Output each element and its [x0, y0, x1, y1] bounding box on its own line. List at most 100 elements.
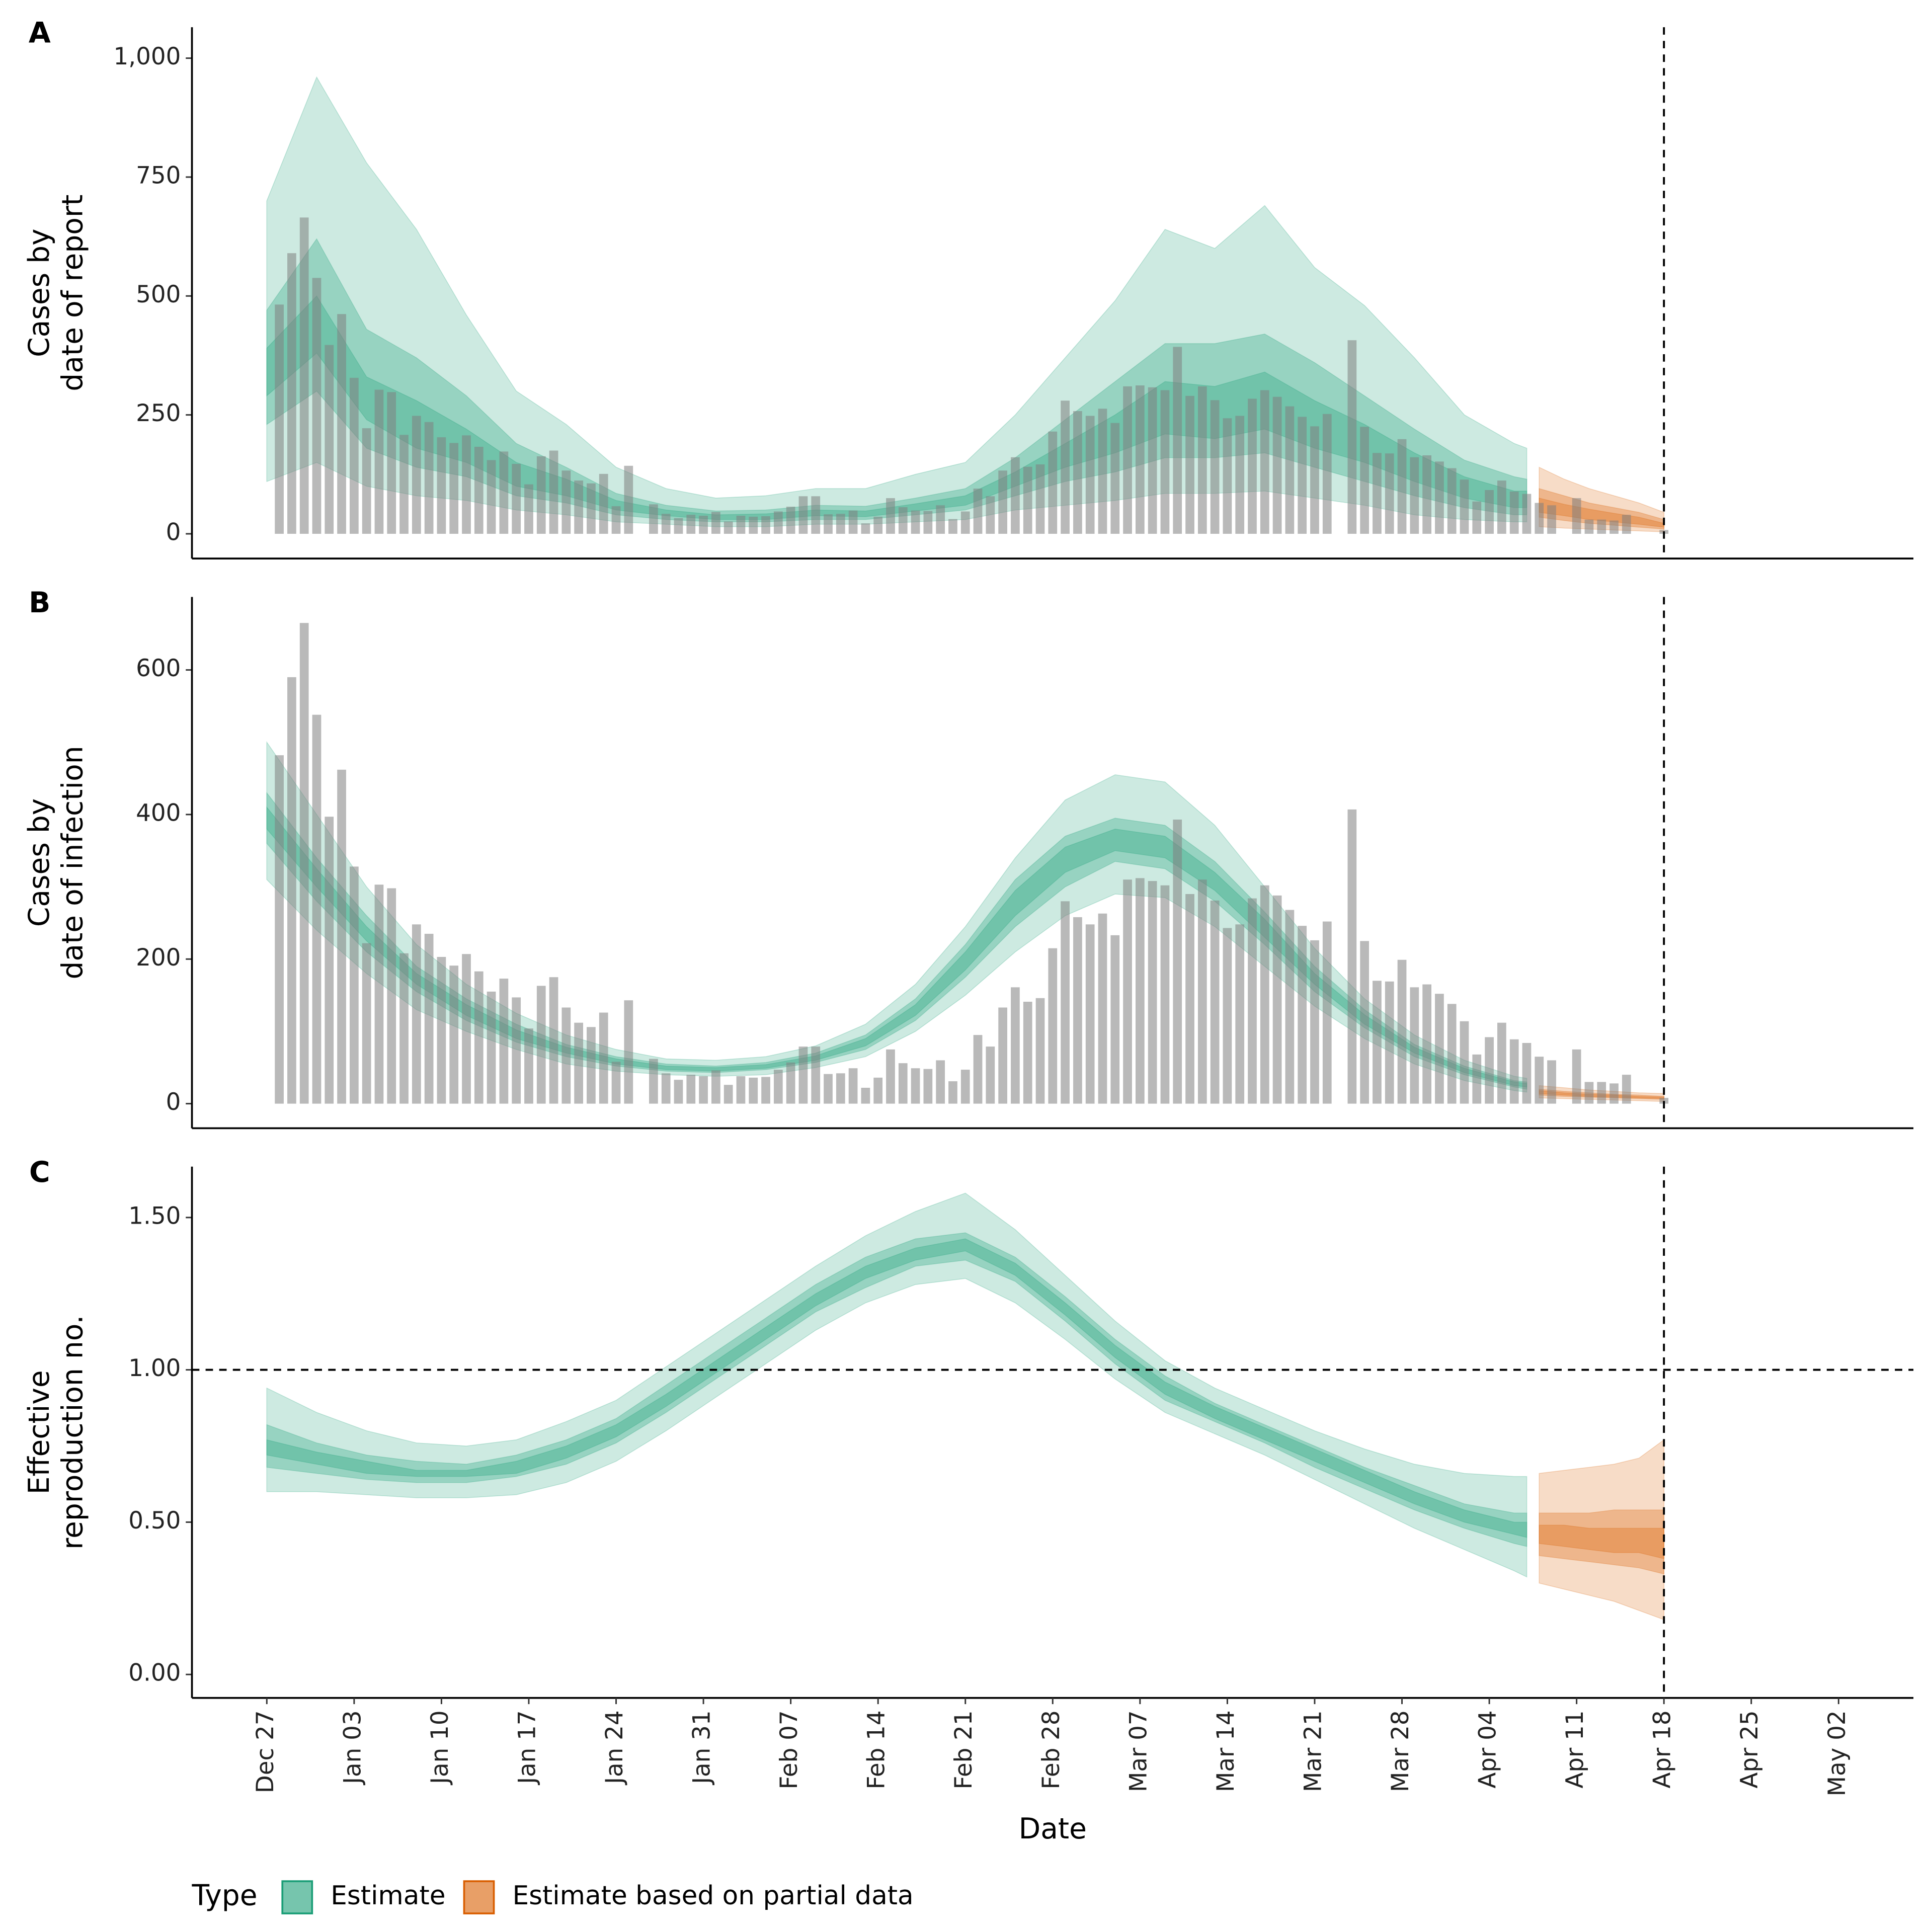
bar [1048, 948, 1058, 1104]
bar [1210, 400, 1220, 534]
bar [948, 519, 957, 534]
y-tick-label: 200 [136, 944, 181, 972]
bar [898, 507, 908, 534]
bar [736, 516, 746, 534]
bar [1572, 1049, 1581, 1104]
bar [624, 465, 633, 534]
bar [911, 510, 920, 534]
y-axis-title-line: Cases by [23, 228, 56, 357]
y-tick-label: 400 [136, 799, 181, 827]
bar [936, 1060, 945, 1104]
bar [686, 1075, 696, 1104]
bar [786, 1062, 795, 1104]
bar [487, 460, 496, 534]
legend-label: Estimate [331, 1881, 445, 1911]
bar [1285, 406, 1295, 534]
bar [549, 977, 558, 1104]
bar [898, 1063, 908, 1104]
bar [1584, 519, 1594, 534]
bar [1035, 998, 1045, 1104]
bar [1260, 390, 1269, 534]
bar [1410, 457, 1419, 534]
x-tick-label: Feb 14 [863, 1710, 891, 1789]
bar [524, 1028, 533, 1104]
bar [312, 278, 321, 534]
bar [587, 1027, 596, 1104]
bar [1035, 464, 1045, 534]
x-tick-label: Apr 18 [1649, 1710, 1676, 1788]
bar [1235, 416, 1245, 534]
bar [387, 888, 396, 1104]
bar [1011, 457, 1020, 534]
bar [1322, 921, 1332, 1104]
bar [1173, 347, 1182, 534]
bar [824, 1074, 833, 1104]
bar [349, 866, 359, 1104]
bar [1535, 503, 1544, 534]
band-90 [266, 1192, 1527, 1578]
bar [1110, 935, 1120, 1104]
bar [1535, 1057, 1544, 1104]
bar [275, 755, 284, 1104]
bar [873, 1077, 883, 1104]
x-tick-label: Feb 21 [950, 1710, 978, 1789]
x-tick-label: Jan 17 [514, 1710, 541, 1785]
bar [923, 511, 933, 534]
x-tick-label: Jan 10 [427, 1710, 454, 1785]
band-50 [266, 1232, 1527, 1547]
bar [1622, 515, 1631, 534]
bar [387, 392, 396, 534]
bar [1385, 453, 1394, 534]
bar [886, 498, 895, 534]
bar [1173, 819, 1182, 1104]
x-tick-label: Mar 14 [1213, 1710, 1240, 1792]
y-tick-label: 0 [166, 519, 181, 546]
bar [811, 1046, 821, 1104]
bar [449, 965, 459, 1104]
bar [499, 979, 509, 1104]
bar [611, 506, 621, 534]
bar [948, 1081, 957, 1104]
bar [462, 435, 471, 534]
bar [649, 504, 658, 534]
bar [1597, 519, 1606, 534]
bar [287, 677, 296, 1104]
bar [536, 456, 546, 534]
bar [362, 428, 371, 534]
bar [1310, 426, 1319, 534]
bar [761, 1077, 770, 1104]
bar [599, 1012, 608, 1104]
bar [337, 769, 346, 1104]
bar [1123, 386, 1132, 534]
bar [374, 389, 384, 534]
x-tick-label: Feb 07 [776, 1710, 803, 1789]
bar [574, 1022, 584, 1104]
bar [1310, 940, 1319, 1104]
bar [824, 514, 833, 534]
bar [412, 416, 421, 534]
bar [973, 1035, 983, 1104]
bar [299, 623, 309, 1104]
y-tick-label: 250 [136, 400, 181, 427]
bar [786, 507, 795, 534]
bar [1110, 423, 1120, 534]
x-axis-title: Date [1019, 1812, 1087, 1845]
bar [811, 496, 821, 534]
bar [1584, 1082, 1594, 1104]
bar [986, 496, 995, 534]
bar [936, 505, 945, 534]
bar [1098, 409, 1107, 534]
bar [536, 986, 546, 1104]
bar [1023, 466, 1032, 534]
bar [437, 437, 446, 534]
bar [1509, 1039, 1519, 1104]
bar [1235, 924, 1245, 1104]
band-50 [1539, 1509, 1665, 1575]
y-axis-title: Cases bydate of report [23, 195, 89, 391]
y-axis-title-line: Cases by [23, 798, 56, 927]
bar [736, 1076, 746, 1104]
bar [749, 1077, 758, 1104]
bar [848, 1068, 858, 1104]
bar [1011, 987, 1020, 1104]
